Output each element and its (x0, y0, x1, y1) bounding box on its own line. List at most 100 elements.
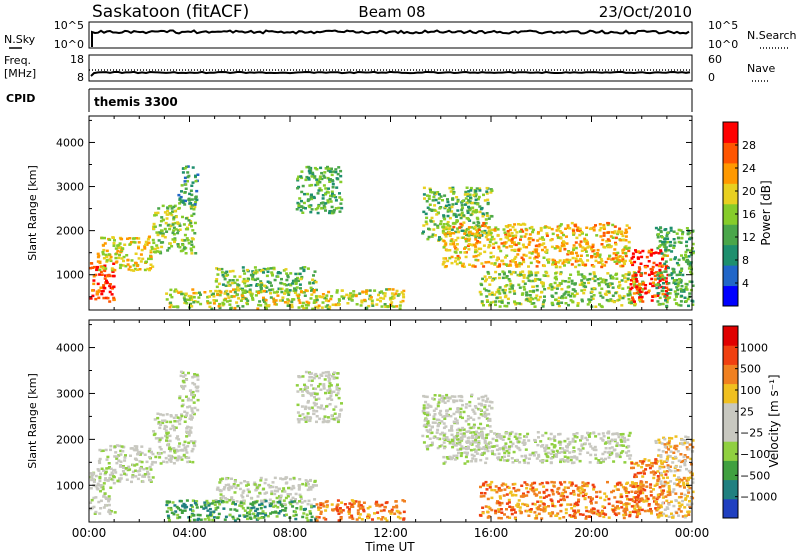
vel-cell (330, 414, 333, 417)
vel-cell (543, 497, 546, 500)
vel-cell (484, 448, 487, 451)
vel-cell (327, 371, 330, 374)
vel-cell (588, 443, 591, 446)
vel-cell (107, 498, 110, 501)
power-cell (214, 290, 217, 293)
power-cell (423, 187, 426, 190)
vel-cell (274, 511, 277, 514)
vel-cell (218, 503, 221, 506)
power-cell (309, 172, 312, 175)
power-cell (393, 297, 396, 300)
vel-cell (185, 414, 188, 417)
vel-cell (307, 483, 310, 486)
vel-cell (292, 487, 295, 490)
vel-cell (131, 447, 134, 450)
vel-cell (577, 494, 580, 497)
nsearch-tick-bottom: 10^0 (708, 38, 738, 51)
power-cell (122, 260, 125, 263)
power-cell (281, 296, 284, 299)
power-cell (632, 275, 635, 278)
power-cell (545, 232, 548, 235)
power-cell (330, 295, 333, 298)
vel-cell (607, 451, 610, 454)
vel-cell (346, 506, 349, 509)
vel-cell (443, 415, 446, 418)
vel-cell (334, 413, 337, 416)
power-cell (557, 236, 560, 239)
vel-cell (459, 399, 462, 402)
power-cell (612, 295, 615, 298)
vel-cell (315, 403, 318, 406)
power-cell (513, 258, 516, 261)
vel-cell (484, 462, 487, 465)
vel-cell (327, 421, 330, 424)
vel-cell (623, 517, 626, 520)
power-cell (522, 244, 525, 247)
vel-cell (334, 406, 337, 409)
power-cell (580, 255, 583, 258)
vel-cell (137, 478, 140, 481)
vel-cell (470, 460, 473, 463)
power-cell (112, 297, 115, 300)
power-cell (628, 271, 631, 274)
power-cell (471, 265, 474, 268)
power-cell (513, 300, 516, 303)
vel-cell (467, 446, 470, 449)
power-cell (179, 197, 182, 200)
vel-cell (479, 423, 482, 426)
power-cell (662, 282, 665, 285)
power-cell (339, 170, 342, 173)
power-cell (254, 279, 257, 282)
vel-cell (229, 508, 232, 511)
power-cell (676, 274, 679, 277)
vel-cell (599, 497, 602, 500)
power-cell (523, 235, 526, 238)
power-cell (91, 289, 94, 292)
power-cell (636, 288, 639, 291)
vel-cell (593, 508, 596, 511)
power-cell (97, 256, 100, 258)
vel-cell (628, 434, 631, 437)
power-cell (162, 219, 165, 222)
vel-cell (484, 441, 487, 444)
vel-cell (357, 509, 360, 512)
power-cell (209, 290, 212, 293)
vel-cell (267, 515, 270, 518)
vel-cell (114, 451, 117, 454)
power-cell (375, 303, 378, 306)
power-cell (448, 231, 451, 234)
vel-cell (608, 456, 611, 459)
vel-cell (178, 423, 181, 426)
power-cell (315, 295, 318, 298)
vel-cell (202, 507, 205, 510)
vel-cell (622, 433, 625, 436)
power-cell (212, 293, 215, 296)
power-cell (303, 193, 306, 196)
vel-cell (460, 396, 463, 399)
power-cell (279, 299, 282, 302)
power-cell (338, 192, 341, 195)
vel-cell (486, 398, 489, 401)
vel-cell (426, 435, 429, 438)
power-cell (526, 277, 529, 280)
power-cell (469, 189, 472, 192)
vel-cell (185, 449, 188, 452)
vel-cell (166, 444, 169, 447)
power-cell (390, 297, 393, 300)
power-cell (600, 260, 603, 263)
power-cell (442, 214, 445, 217)
vel-cell (548, 494, 551, 497)
vel-cell (380, 510, 383, 512)
vel-cell (113, 482, 116, 485)
power-cell (180, 293, 183, 296)
power-cell (628, 241, 631, 244)
power-cell (300, 205, 303, 208)
power-cell (360, 304, 363, 307)
power-cell (557, 228, 560, 231)
power-cell (443, 246, 446, 249)
vel-cell (525, 436, 528, 439)
vel-cell (537, 436, 540, 439)
vel-cell (479, 408, 482, 411)
vel-cell (305, 416, 308, 419)
